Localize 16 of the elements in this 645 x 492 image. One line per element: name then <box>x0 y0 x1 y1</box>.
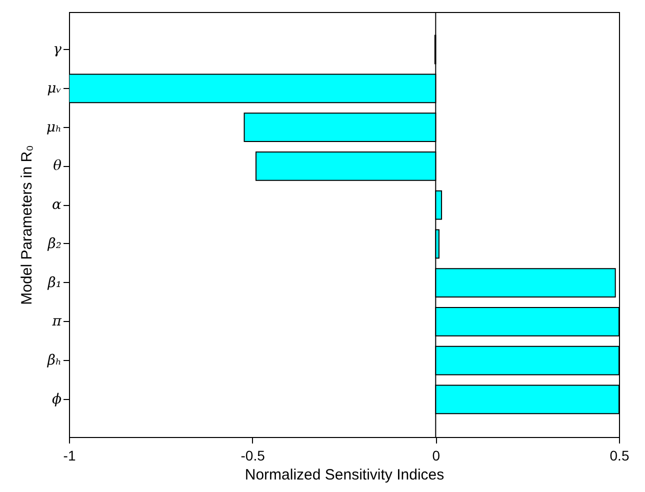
y-tick-label: β₂ <box>46 236 62 252</box>
y-axis-title: Model Parameters in R₀ <box>18 145 36 305</box>
y-tick-label: μₕ <box>46 119 62 136</box>
y-tick-label: α <box>52 197 62 214</box>
x-tick-label: -1 <box>63 448 76 464</box>
x-tick-label: 0.5 <box>610 448 630 464</box>
x-axis-title: Normalized Sensitivity Indices <box>244 466 444 484</box>
y-tick-label: μᵥ <box>47 80 62 96</box>
y-tick-label: θ <box>53 158 62 174</box>
y-tick-label: ϕ <box>52 391 62 408</box>
x-tick-label: -0.5 <box>240 448 266 464</box>
y-tick-label: γ <box>53 42 62 58</box>
y-tick-label: π <box>51 314 62 330</box>
y-tick-label: βₕ <box>46 352 62 369</box>
x-tick-label: 0 <box>432 448 440 464</box>
y-tick-label: β₁ <box>46 274 62 291</box>
